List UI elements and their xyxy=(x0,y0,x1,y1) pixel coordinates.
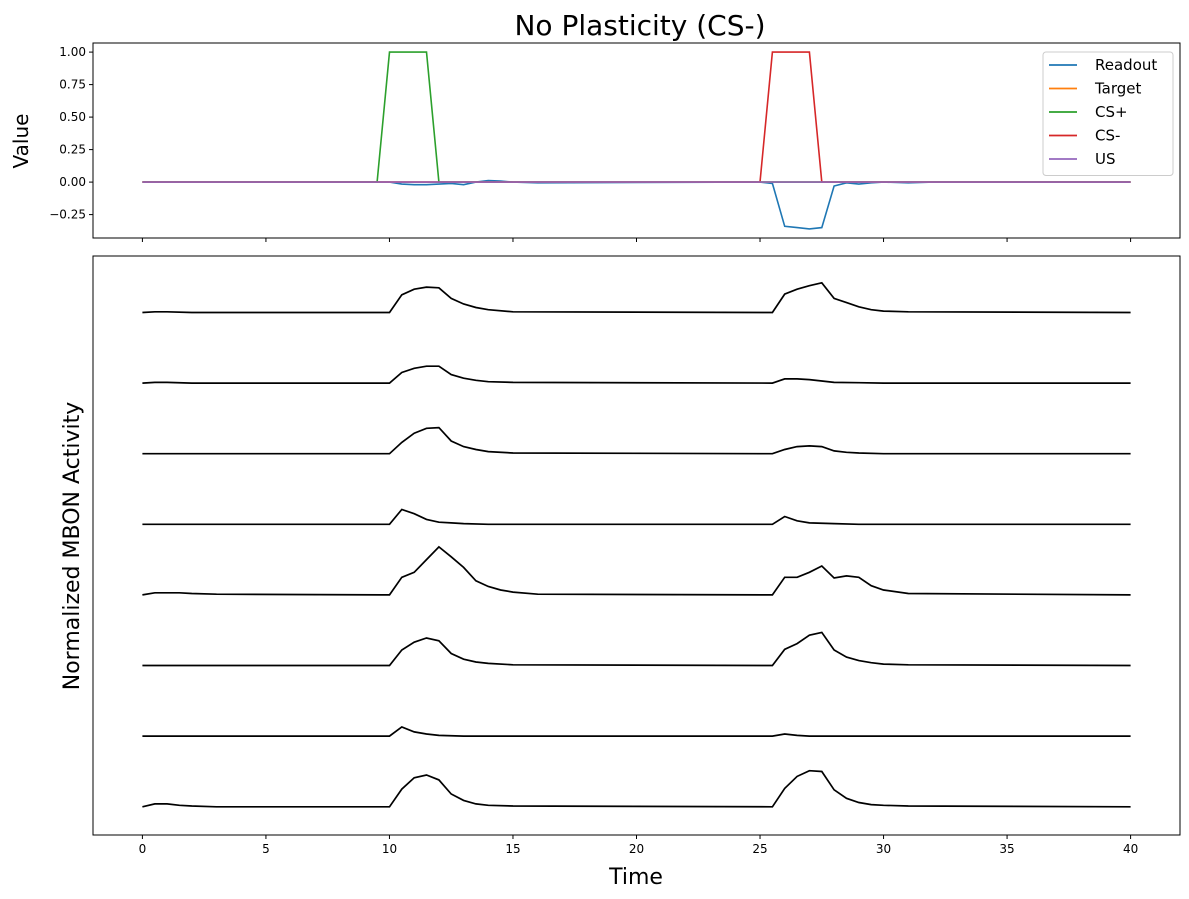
legend: Readout Target CS+ CS- US xyxy=(1042,51,1174,176)
top-y-tick-label: 0.50 xyxy=(59,110,86,124)
series-line-readout xyxy=(142,179,1131,230)
bottom-x-axis-label: Time xyxy=(608,865,663,890)
mbon-trace-2 xyxy=(142,726,1131,737)
top-y-tick-label: 0.25 xyxy=(59,143,86,157)
legend-entry-label: CS+ xyxy=(1095,103,1128,121)
top-panel: −0.25 0.00 0.25 0.50 0.75 1.00 Value Readout T… xyxy=(9,42,1181,242)
bottom-x-ticks: 0 5 10 15 20 25 30 35 40 xyxy=(139,835,1138,856)
legend-entry-label: Readout xyxy=(1095,56,1157,74)
top-series-lines xyxy=(142,51,1131,230)
mbon-trace-1 xyxy=(142,769,1131,808)
top-x-ticks xyxy=(141,238,1132,242)
series-line-csplus xyxy=(142,51,1131,183)
bottom-x-tick-label: 10 xyxy=(382,842,397,856)
legend-box xyxy=(1042,51,1174,176)
top-y-tick-label: 0.00 xyxy=(59,175,86,189)
mbon-trace-8 xyxy=(142,281,1131,314)
bottom-x-tick-label: 25 xyxy=(752,842,767,856)
mbon-trace-4 xyxy=(142,545,1131,596)
bottom-x-tick-label: 30 xyxy=(876,842,891,856)
mbon-trace-6 xyxy=(142,426,1131,455)
top-y-tick-label: 1.00 xyxy=(59,45,86,59)
bottom-x-tick-label: 0 xyxy=(139,842,147,856)
mbon-trace-3 xyxy=(142,631,1131,667)
bottom-x-tick-label: 35 xyxy=(999,842,1014,856)
bottom-series-lines xyxy=(142,281,1131,808)
bottom-x-tick-label: 15 xyxy=(505,842,520,856)
bottom-x-tick-label: 20 xyxy=(629,842,644,856)
bottom-plot-frame xyxy=(92,255,1181,836)
bottom-y-axis-label: Normalized MBON Activity xyxy=(60,402,85,690)
mbon-trace-7 xyxy=(142,365,1131,384)
top-plot-frame xyxy=(92,42,1181,239)
series-line-csminus xyxy=(142,51,1131,183)
top-y-ticks: −0.25 0.00 0.25 0.50 0.75 1.00 xyxy=(49,45,93,222)
bottom-panel: 0 5 10 15 20 25 30 35 40 Time Normalized MBON Ac… xyxy=(60,255,1181,890)
figure-title: No Plasticity (CS-) xyxy=(514,9,765,42)
bottom-x-tick-label: 5 xyxy=(262,842,270,856)
legend-entry-label: US xyxy=(1095,150,1116,168)
top-y-tick-label: 0.75 xyxy=(59,78,86,92)
mbon-trace-5 xyxy=(142,508,1131,526)
bottom-x-tick-label: 40 xyxy=(1123,842,1138,856)
legend-entry-label: CS- xyxy=(1095,127,1120,145)
top-y-tick-label: −0.25 xyxy=(49,208,86,222)
legend-entry-label: Target xyxy=(1094,80,1142,98)
top-y-axis-label: Value xyxy=(9,114,33,169)
